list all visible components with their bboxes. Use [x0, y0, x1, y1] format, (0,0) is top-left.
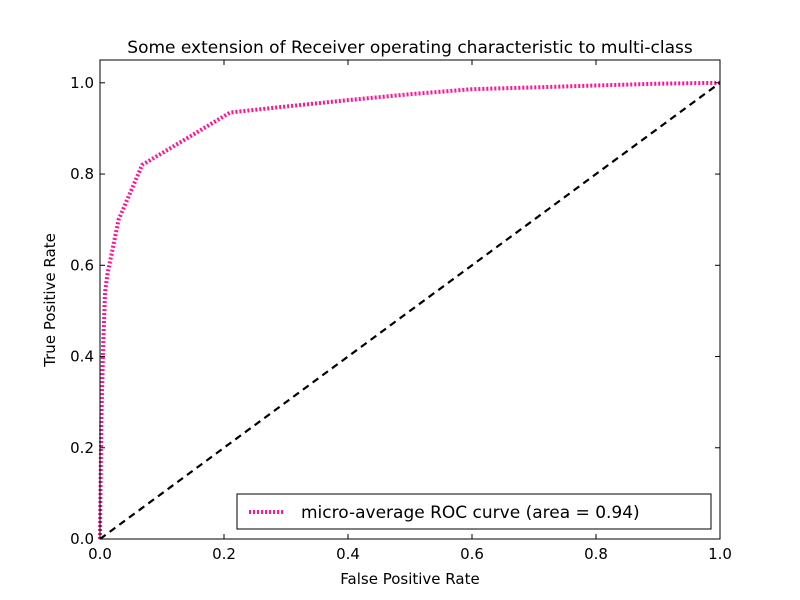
y-tick-label: 0.6: [70, 256, 94, 274]
y-axis-label: True Positive Rate: [41, 233, 59, 368]
chance-diagonal-line: [99, 81, 721, 540]
legend-label-micro-average: micro-average ROC curve (area = 0.94): [301, 503, 640, 523]
chart-title: Some extension of Receiver operating cha…: [127, 38, 693, 58]
axes-frame: [99, 59, 721, 540]
x-tick-label: 0.6: [460, 545, 484, 563]
x-axis-label: False Positive Rate: [340, 570, 479, 588]
y-tick-label: 0.8: [70, 165, 94, 183]
legend: micro-average ROC curve (area = 0.94): [236, 493, 712, 530]
x-tick-label: 0.0: [88, 545, 112, 563]
legend-box: [236, 493, 712, 530]
x-tick-label: 0.4: [336, 545, 360, 563]
series-line-micro-average: [98, 80, 721, 540]
plot-area: 0.0 0.2 0.4 0.6 0.8 1.0 0.0 0.2 0.4 0.6 0.8 1.0: [70, 59, 732, 563]
y-tick-label: 0.4: [70, 348, 94, 366]
series-layer: [98, 80, 721, 540]
y-tick-label: 0.0: [70, 530, 94, 548]
y-tick-label: 0.2: [70, 439, 94, 457]
x-tick-label: 0.8: [584, 545, 608, 563]
x-tick-label: 1.0: [708, 545, 732, 563]
y-tick-label: 1.0: [70, 74, 94, 92]
x-tick-label: 0.2: [212, 545, 236, 563]
ticks-layer: 0.0 0.2 0.4 0.6 0.8 1.0 0.0 0.2 0.4 0.6 0.8 1.0: [70, 60, 732, 563]
